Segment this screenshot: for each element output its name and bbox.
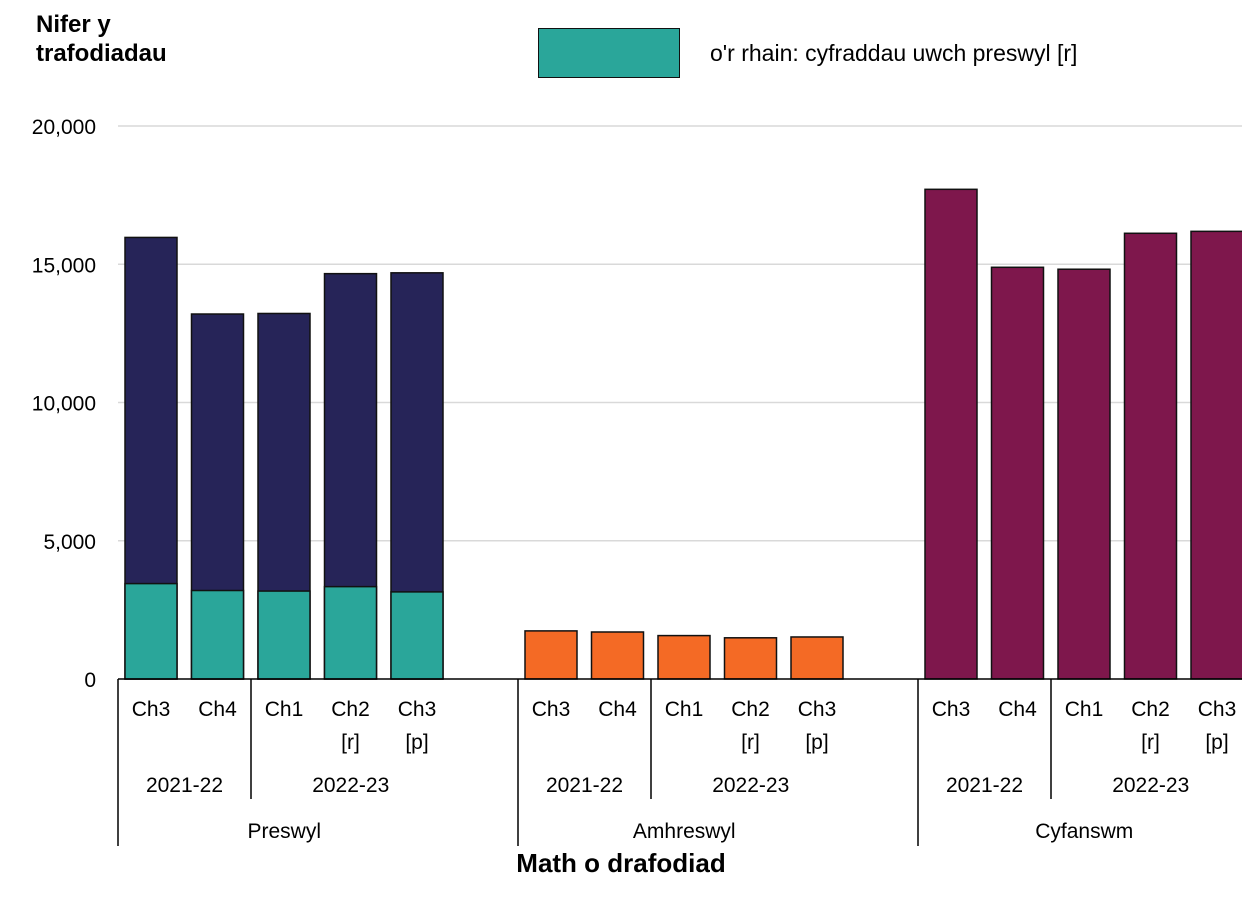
x-tick-label: Ch1 — [1065, 698, 1104, 721]
year-label: 2021-22 — [146, 774, 223, 797]
x-tick-label: Ch3 — [1198, 698, 1237, 721]
y-tick-label: 15,000 — [32, 254, 96, 277]
x-tick-label: [r] — [741, 731, 760, 754]
x-tick-label: Ch4 — [198, 698, 237, 721]
bar-higher-rates — [390, 591, 444, 680]
x-tick-label: Ch3 — [132, 698, 171, 721]
bar-non_residential — [790, 636, 844, 680]
x-tick-label: Ch1 — [265, 698, 304, 721]
bar-higher-rates — [190, 589, 245, 680]
bar-non_residential — [657, 634, 711, 680]
legend-label: o'r rhain: cyfraddau uwch preswyl [r] — [710, 39, 1078, 66]
y-tick-label: 0 — [84, 669, 96, 692]
bar-total — [1123, 232, 1178, 680]
bar-higher-rates — [124, 582, 178, 680]
bar-non_residential — [723, 637, 778, 680]
legend-swatch — [538, 28, 680, 78]
bar-total — [990, 266, 1045, 680]
x-tick-label: Ch3 — [798, 698, 837, 721]
x-tick-label: Ch3 — [932, 698, 971, 721]
x-tick-label: Ch3 — [532, 698, 571, 721]
x-tick-label: [p] — [1205, 731, 1228, 754]
year-label: 2022-23 — [1112, 774, 1189, 797]
bar-non_residential — [590, 631, 645, 680]
category-label: Preswyl — [247, 820, 321, 843]
x-tick-label: Ch2 — [1131, 698, 1170, 721]
bar-non_residential — [524, 630, 578, 680]
x-tick-label: [r] — [341, 731, 360, 754]
year-label: 2021-22 — [546, 774, 623, 797]
y-tick-label: 5,000 — [43, 531, 96, 554]
x-tick-label: Ch2 — [331, 698, 370, 721]
year-label: 2022-23 — [312, 774, 389, 797]
x-axis-title: Math o drafodiad — [516, 848, 726, 878]
x-tick-label: Ch3 — [398, 698, 437, 721]
x-tick-label: [p] — [405, 731, 428, 754]
bar-total — [924, 188, 978, 680]
bar-total — [1190, 230, 1242, 680]
legend: o'r rhain: cyfraddau uwch preswyl [r] — [538, 28, 1077, 78]
year-label: 2022-23 — [712, 774, 789, 797]
x-tick-label: Ch4 — [998, 698, 1037, 721]
year-label: 2021-22 — [946, 774, 1023, 797]
x-tick-label: Ch4 — [598, 698, 637, 721]
category-label: Amhreswyl — [633, 820, 736, 843]
y-tick-label: 10,000 — [32, 393, 96, 416]
bar-higher-rates — [323, 585, 378, 680]
x-tick-label: Ch1 — [665, 698, 704, 721]
x-tick-label: [r] — [1141, 731, 1160, 754]
bar-total — [1057, 268, 1111, 680]
x-tick-label: [p] — [805, 731, 828, 754]
y-axis-title: Nifer y trafodiadau — [36, 11, 167, 67]
category-label: Cyfanswm — [1035, 820, 1133, 843]
bar-higher-rates — [257, 590, 311, 680]
y-tick-label: 20,000 — [32, 116, 96, 139]
x-tick-label: Ch2 — [731, 698, 770, 721]
